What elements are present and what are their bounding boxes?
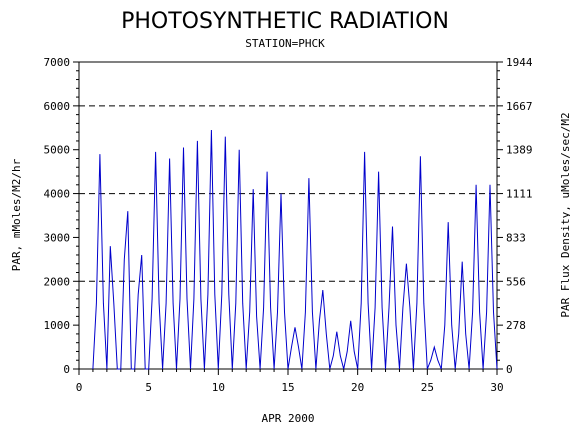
y-right-tick-label: 1944 xyxy=(506,56,533,69)
x-tick-label: 0 xyxy=(76,381,83,394)
y-left-tick-label: 5000 xyxy=(44,144,71,157)
y-right-tick-label: 278 xyxy=(506,319,526,332)
x-tick-label: 5 xyxy=(145,381,152,394)
chart-title: PHOTOSYNTHETIC RADIATION xyxy=(121,9,449,34)
y-right-tick-label: 833 xyxy=(506,231,526,244)
x-tick-label: 15 xyxy=(281,381,294,394)
x-axis: 0 5 10 15 20 25 30 xyxy=(76,369,504,394)
x-tick-label: 25 xyxy=(421,381,434,394)
y-axis-left: 0 1000 2000 3000 4000 5000 6000 7000 xyxy=(44,56,79,376)
y-axis-right: 0 278 556 833 1111 1389 1667 1944 xyxy=(497,56,533,376)
plot-frame xyxy=(78,61,498,370)
series-line xyxy=(92,129,498,370)
x-tick-label: 20 xyxy=(351,381,364,394)
x-axis-label: APR 2000 xyxy=(262,412,315,425)
y-left-tick-label: 3000 xyxy=(44,231,71,244)
y-right-tick-label: 556 xyxy=(506,275,526,288)
x-tick-label: 30 xyxy=(490,381,503,394)
y-right-tick-label: 0 xyxy=(506,363,513,376)
y-left-tick-label: 6000 xyxy=(44,100,71,113)
y-left-tick-label: 4000 xyxy=(44,188,71,201)
y-left-tick-label: 7000 xyxy=(44,56,71,69)
y-right-tick-label: 1111 xyxy=(506,188,533,201)
y-right-tick-label: 1667 xyxy=(506,100,533,113)
y-left-tick-label: 0 xyxy=(63,363,70,376)
y-axis-label-right: PAR Flux Density, uMoles/sec/M2 xyxy=(559,112,570,317)
y-left-tick-label: 2000 xyxy=(44,275,71,288)
x-tick-label: 10 xyxy=(212,381,225,394)
y-left-tick-label: 1000 xyxy=(44,319,71,332)
chart-subtitle: STATION=PHCK xyxy=(245,37,325,50)
y-right-tick-label: 1389 xyxy=(506,144,533,157)
y-axis-label-left: PAR, mMoles/M2/hr xyxy=(10,158,23,271)
